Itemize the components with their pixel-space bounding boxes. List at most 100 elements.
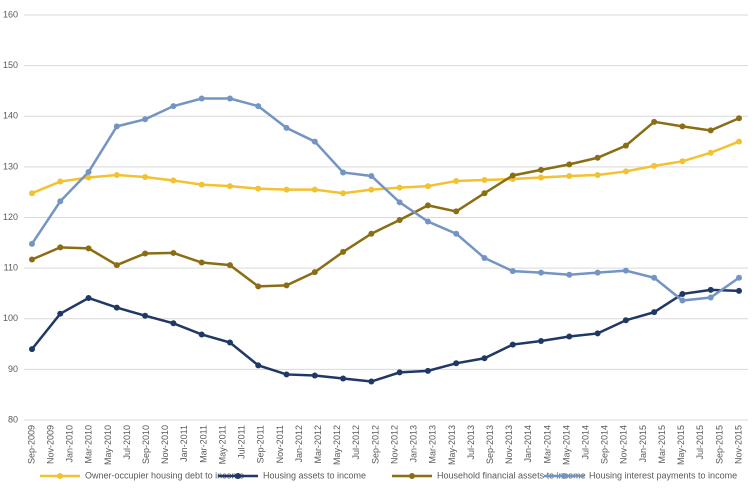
y-tick-label: 110 (4, 263, 18, 273)
data-point (396, 199, 403, 206)
data-point (85, 294, 92, 301)
data-point (707, 286, 714, 293)
data-point (368, 186, 375, 193)
data-point (679, 158, 686, 165)
x-tick-label: May-2011 (217, 425, 227, 464)
data-point (509, 172, 516, 179)
data-point (622, 267, 629, 274)
data-point (453, 178, 460, 185)
x-tick-label: Jul-2013 (466, 425, 476, 460)
legend-marker (409, 473, 415, 479)
data-point (311, 138, 318, 145)
data-point (255, 103, 262, 110)
data-point (566, 161, 573, 168)
x-tick-label: Nov-2010 (160, 425, 170, 464)
data-point (113, 123, 120, 130)
data-point (566, 333, 573, 340)
x-tick-label: Nov-2013 (504, 425, 514, 464)
y-tick-label: 150 (3, 60, 18, 70)
data-point (255, 362, 262, 369)
data-point (170, 177, 177, 184)
x-tick-label: Sep-2010 (141, 425, 151, 464)
x-tick-label: Sep-2015 (714, 425, 724, 464)
x-tick-label: Mar-2015 (657, 425, 667, 464)
y-tick-label: 160 (3, 9, 18, 19)
data-point (651, 274, 658, 281)
data-point (538, 338, 545, 345)
data-point (424, 218, 431, 225)
data-point (255, 185, 262, 192)
data-point (368, 172, 375, 179)
data-point (707, 127, 714, 134)
data-point (594, 154, 601, 161)
x-tick-label: Mar-2014 (542, 425, 552, 464)
data-point (396, 369, 403, 376)
x-tick-label: Jan-2014 (523, 425, 533, 463)
data-point (198, 95, 205, 102)
legend-label: Household financial assets to income (437, 470, 586, 480)
data-point (481, 255, 488, 261)
data-point (424, 367, 431, 374)
x-tick-label: Mar-2013 (428, 425, 438, 464)
data-point (453, 208, 460, 215)
data-point (57, 198, 64, 205)
x-tick-label: May-2013 (447, 425, 457, 465)
data-point (29, 346, 35, 353)
y-tick-label: 90 (8, 364, 18, 374)
data-point (29, 190, 35, 197)
data-point (85, 174, 92, 181)
x-tick-label: Nov-2015 (733, 425, 743, 464)
data-point (170, 320, 177, 327)
data-point (283, 186, 290, 193)
x-tick-label: Jul-2011 (237, 425, 247, 459)
data-point (283, 124, 290, 131)
series-line (31, 140, 740, 195)
legend-label: Housing assets to income (263, 470, 366, 480)
data-point (29, 240, 35, 247)
data-point (113, 262, 120, 269)
x-tick-label: Jan-2011 (179, 425, 189, 462)
x-tick-label: Nov-2011 (275, 425, 285, 463)
x-tick-label: Mar-2010 (84, 425, 94, 464)
y-tick-label: 100 (3, 313, 18, 323)
legend-marker (235, 473, 241, 479)
data-point (622, 142, 629, 149)
x-tick-label: Nov-2014 (619, 425, 629, 464)
x-tick-label: Mar-2012 (313, 425, 323, 464)
data-point (226, 339, 233, 346)
data-point (651, 118, 658, 125)
data-point (396, 184, 403, 191)
x-tick-label: Jan-2010 (65, 425, 75, 463)
data-point (226, 183, 233, 190)
data-point (622, 168, 629, 175)
y-tick-label: 130 (3, 161, 18, 171)
data-point (226, 262, 233, 269)
data-point (396, 217, 403, 224)
data-point (142, 250, 149, 257)
data-point (679, 297, 686, 304)
data-point (368, 378, 375, 385)
x-tick-label: Jul-2015 (695, 425, 705, 460)
data-point (424, 183, 431, 190)
data-point (142, 174, 149, 180)
data-point (566, 172, 573, 179)
data-point (453, 230, 460, 237)
x-tick-label: Jul-2012 (351, 425, 361, 460)
data-point (707, 294, 714, 301)
data-point (311, 372, 318, 379)
data-point (622, 317, 629, 324)
data-point (736, 274, 742, 281)
y-tick-label: 120 (3, 212, 18, 222)
data-point (57, 178, 64, 185)
x-tick-label: Nov-2012 (389, 425, 399, 464)
data-point (368, 230, 375, 237)
data-point (340, 375, 347, 382)
data-point (538, 174, 545, 181)
data-point (340, 248, 347, 255)
data-point (509, 341, 516, 348)
data-point (594, 269, 601, 276)
x-tick-label: May-2015 (676, 425, 686, 465)
legend-label: Housing interest payments to income (589, 470, 737, 480)
series-line (30, 97, 740, 302)
